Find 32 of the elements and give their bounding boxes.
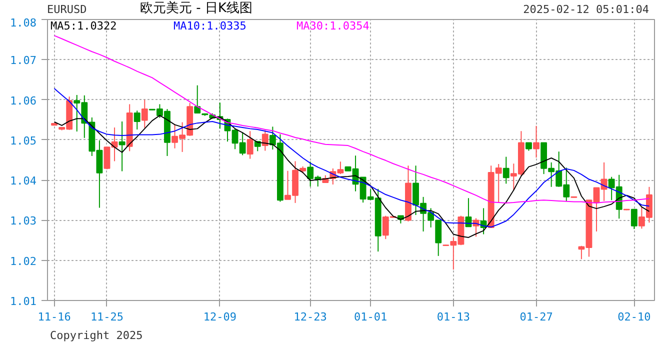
y-tick-label: 1.07 bbox=[10, 54, 37, 68]
x-tick-label: 11-25 bbox=[90, 310, 124, 324]
y-tick-label: 1.01 bbox=[10, 295, 37, 308]
candlestick bbox=[502, 156, 510, 184]
candlestick bbox=[246, 130, 254, 160]
x-tick-label: 01-27 bbox=[520, 310, 553, 324]
text: 2025-02-12 05:01:04 bbox=[523, 2, 649, 18]
y-tick-label: 1.02 bbox=[10, 254, 37, 268]
y-tick-label: 1.04 bbox=[10, 174, 37, 188]
text: MA5:1.0322 bbox=[50, 20, 117, 32]
text: MA10:1.0335 bbox=[174, 20, 246, 32]
text: Copyright 2025 bbox=[49, 328, 143, 344]
text: MA30:1.0354 bbox=[296, 20, 370, 32]
x-tick-label: 02-10 bbox=[618, 310, 651, 324]
y-tick-label: 1.06 bbox=[10, 94, 37, 108]
candlestick bbox=[533, 125, 540, 158]
x-tick-label: 12-23 bbox=[294, 310, 327, 324]
y-tick-label: 1.03 bbox=[10, 214, 37, 228]
x-tick-label: 11-16 bbox=[38, 310, 71, 324]
candlestick bbox=[194, 84, 201, 114]
y-tick-label: 1.08 bbox=[10, 16, 37, 30]
candlestick bbox=[262, 130, 268, 152]
x-tick-label: 12-09 bbox=[203, 310, 237, 324]
candlestick bbox=[141, 99, 148, 128]
chart-title: 欧元美元 - 日K线图 bbox=[140, 0, 252, 18]
candlestick bbox=[118, 120, 126, 172]
text: EURUSD bbox=[47, 2, 87, 18]
candlestick bbox=[630, 208, 638, 230]
x-tick-label: 01-13 bbox=[436, 310, 470, 324]
x-tick-label: 01-01 bbox=[354, 310, 388, 324]
y-tick-label: 1.05 bbox=[10, 134, 37, 148]
candlestick bbox=[134, 110, 140, 130]
